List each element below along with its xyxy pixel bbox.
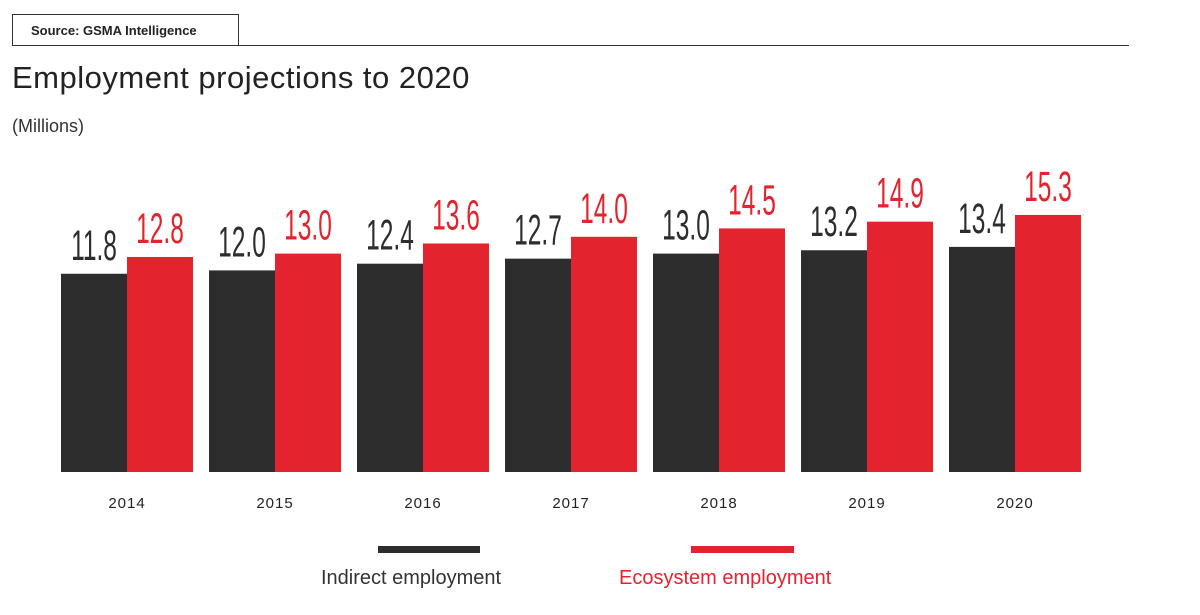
source-label: Source: GSMA Intelligence bbox=[12, 14, 239, 45]
value-label-indirect-2017: 12.7 bbox=[514, 208, 562, 255]
x-tick-label-2016: 2016 bbox=[404, 495, 441, 512]
bar-indirect-2018 bbox=[653, 253, 719, 472]
legend-label-ecosystem: Ecosystem employment bbox=[619, 567, 832, 589]
bar-indirect-2016 bbox=[357, 263, 423, 472]
value-label-indirect-2020: 13.4 bbox=[958, 196, 1006, 243]
bar-indirect-2014 bbox=[61, 273, 127, 472]
bar-ecosystem-2017 bbox=[571, 236, 637, 472]
bar-indirect-2017 bbox=[505, 258, 571, 472]
value-label-ecosystem-2016: 13.6 bbox=[432, 193, 480, 240]
legend-swatch-ecosystem bbox=[691, 546, 794, 553]
bar-indirect-2015 bbox=[209, 270, 275, 472]
value-label-ecosystem-2015: 13.0 bbox=[284, 203, 332, 250]
x-tick-label-2014: 2014 bbox=[108, 495, 145, 512]
value-label-indirect-2018: 13.0 bbox=[662, 203, 710, 250]
bar-ecosystem-2014 bbox=[127, 256, 193, 472]
bar-chart: 11.8 12.8 2014 12.0 13.0 2015 12.4 13.6 2016 12.7… bbox=[61, 164, 1081, 512]
value-label-indirect-2019: 13.2 bbox=[810, 199, 858, 246]
x-tick-label-2020: 2020 bbox=[996, 495, 1033, 512]
bar-indirect-2019 bbox=[801, 250, 867, 472]
x-tick-label-2017: 2017 bbox=[552, 495, 589, 512]
x-tick-label-2015: 2015 bbox=[256, 495, 293, 512]
value-label-indirect-2014: 11.8 bbox=[71, 223, 117, 270]
chart-title: Employment projections to 2020 bbox=[12, 60, 470, 95]
bar-ecosystem-2018 bbox=[719, 228, 785, 472]
bar-ecosystem-2019 bbox=[867, 221, 933, 472]
x-tick-label-2019: 2019 bbox=[848, 495, 885, 512]
value-label-indirect-2016: 12.4 bbox=[366, 213, 414, 260]
value-label-ecosystem-2018: 14.5 bbox=[728, 178, 776, 225]
header-rule bbox=[12, 45, 1129, 46]
bar-ecosystem-2016 bbox=[423, 243, 489, 472]
value-label-indirect-2015: 12.0 bbox=[218, 220, 266, 267]
legend-swatch-indirect bbox=[378, 546, 480, 553]
chart-subtitle: (Millions) bbox=[12, 116, 84, 136]
bar-ecosystem-2020 bbox=[1015, 214, 1081, 472]
x-tick-label-2018: 2018 bbox=[700, 495, 737, 512]
bar-indirect-2020 bbox=[949, 246, 1015, 472]
value-label-ecosystem-2014: 12.8 bbox=[136, 206, 184, 253]
value-label-ecosystem-2020: 15.3 bbox=[1024, 164, 1072, 211]
value-label-ecosystem-2017: 14.0 bbox=[580, 186, 628, 233]
value-label-ecosystem-2019: 14.9 bbox=[876, 171, 924, 218]
bar-ecosystem-2015 bbox=[275, 253, 341, 472]
legend-label-indirect: Indirect employment bbox=[321, 567, 502, 589]
